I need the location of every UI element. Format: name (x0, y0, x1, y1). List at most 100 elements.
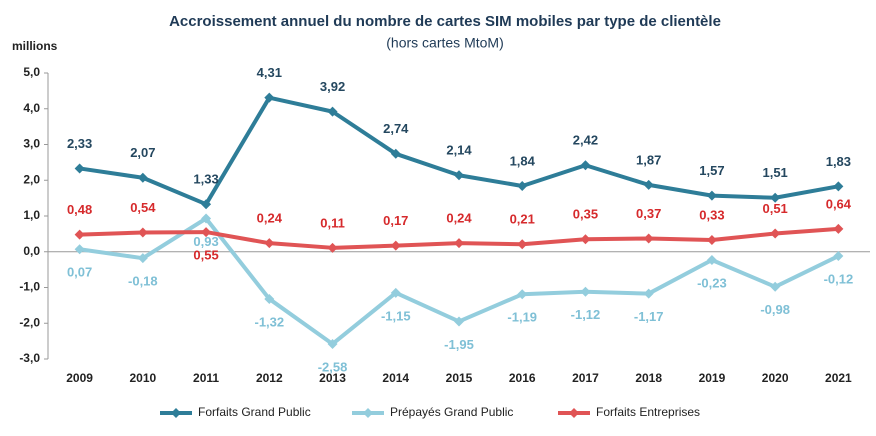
y-tick-label: 1,0 (23, 208, 40, 222)
y-axis-label: millions (12, 39, 58, 53)
data-label: 2,74 (383, 121, 409, 136)
data-label: -2,58 (318, 359, 348, 374)
data-point (201, 227, 212, 238)
data-point (390, 287, 401, 298)
data-label: 0,07 (67, 265, 92, 280)
data-label: 0,93 (193, 234, 218, 249)
data-label: 2,14 (446, 143, 472, 158)
y-tick-label: 5,0 (23, 65, 40, 79)
data-point (833, 223, 844, 234)
data-point (580, 234, 591, 245)
data-label: -0,23 (697, 275, 727, 290)
data-label: 0,54 (130, 200, 156, 215)
legend-marker (569, 408, 579, 418)
data-point (201, 213, 212, 224)
y-tick-label: -3,0 (19, 351, 40, 365)
data-point (706, 234, 717, 245)
data-point (580, 286, 591, 297)
data-label: -0,12 (824, 271, 854, 286)
x-tick-label: 2014 (382, 371, 409, 385)
data-point (517, 180, 528, 191)
data-point (201, 199, 212, 210)
data-label: 0,17 (383, 213, 408, 228)
data-label: 0,51 (762, 201, 787, 216)
data-label: -0,98 (760, 302, 790, 317)
chart-title: Accroissement annuel du nombre de cartes… (169, 13, 721, 30)
data-point (264, 238, 275, 249)
data-label: 0,37 (636, 206, 661, 221)
data-label: 3,92 (320, 79, 345, 94)
chart-subtitle: (hors cartes MtoM) (386, 35, 503, 51)
y-tick-label: -2,0 (19, 315, 40, 329)
data-label: -1,19 (507, 310, 537, 325)
data-point (770, 192, 781, 203)
y-tick-label: -1,0 (19, 280, 40, 294)
x-tick-label: 2012 (256, 371, 283, 385)
data-point (770, 228, 781, 239)
data-label: -1,15 (381, 308, 411, 323)
data-point (327, 106, 338, 117)
data-point (390, 240, 401, 251)
data-label: -1,32 (254, 314, 284, 329)
data-point (580, 160, 591, 171)
data-point (74, 163, 85, 174)
data-label: 0,11 (320, 215, 345, 230)
x-tick-label: 2016 (509, 371, 536, 385)
data-label: 0,24 (257, 211, 283, 226)
data-point (454, 170, 464, 181)
data-point (264, 293, 275, 304)
data-point (643, 179, 654, 190)
data-point (643, 233, 654, 244)
data-label: 1,33 (193, 172, 218, 187)
data-label: 1,83 (826, 154, 851, 169)
data-label: 4,31 (257, 65, 282, 80)
data-point (706, 254, 717, 265)
data-label: 0,35 (573, 207, 598, 222)
data-label: 2,33 (67, 136, 92, 151)
x-tick-label: 2017 (572, 371, 599, 385)
data-point (74, 229, 85, 240)
x-tick-label: 2011 (193, 371, 219, 385)
data-label: 1,84 (510, 153, 536, 168)
x-tick-label: 2015 (446, 371, 473, 385)
x-tick-label: 2010 (129, 371, 156, 385)
data-label: 1,57 (699, 163, 724, 178)
data-point (264, 92, 275, 103)
x-tick-label: 2018 (635, 371, 662, 385)
data-label: 0,21 (510, 212, 535, 227)
y-tick-label: 3,0 (23, 137, 40, 151)
x-tick-label: 2013 (319, 371, 346, 385)
data-point (517, 239, 528, 250)
data-point (137, 227, 148, 238)
data-label: -1,12 (571, 307, 601, 322)
data-point (327, 338, 338, 349)
data-label: 2,07 (130, 145, 155, 160)
data-point (327, 242, 338, 253)
data-point (770, 281, 781, 292)
data-label: -0,18 (128, 274, 158, 289)
y-tick-label: 2,0 (23, 172, 40, 186)
data-label: 0,64 (826, 196, 852, 211)
y-tick-label: 0,0 (23, 244, 40, 258)
legend-label: Prépayés Grand Public (390, 405, 513, 419)
data-point (706, 190, 717, 201)
data-label: -1,95 (444, 337, 474, 352)
data-label: 0,33 (699, 207, 724, 222)
data-label: 2,42 (573, 133, 598, 148)
x-tick-label: 2021 (825, 371, 852, 385)
data-point (454, 316, 464, 327)
data-point (517, 289, 528, 300)
data-label: 1,87 (636, 152, 661, 167)
y-tick-label: 4,0 (23, 101, 40, 115)
data-label: 0,48 (67, 202, 92, 217)
x-tick-label: 2020 (762, 371, 789, 385)
data-point (390, 148, 401, 159)
data-label: -1,17 (634, 309, 664, 324)
data-point (643, 288, 654, 299)
x-tick-label: 2019 (699, 371, 726, 385)
data-label: 1,51 (762, 165, 787, 180)
data-point (74, 244, 85, 255)
data-point (454, 238, 464, 249)
data-label: 0,24 (446, 211, 472, 226)
legend-marker (171, 408, 181, 418)
